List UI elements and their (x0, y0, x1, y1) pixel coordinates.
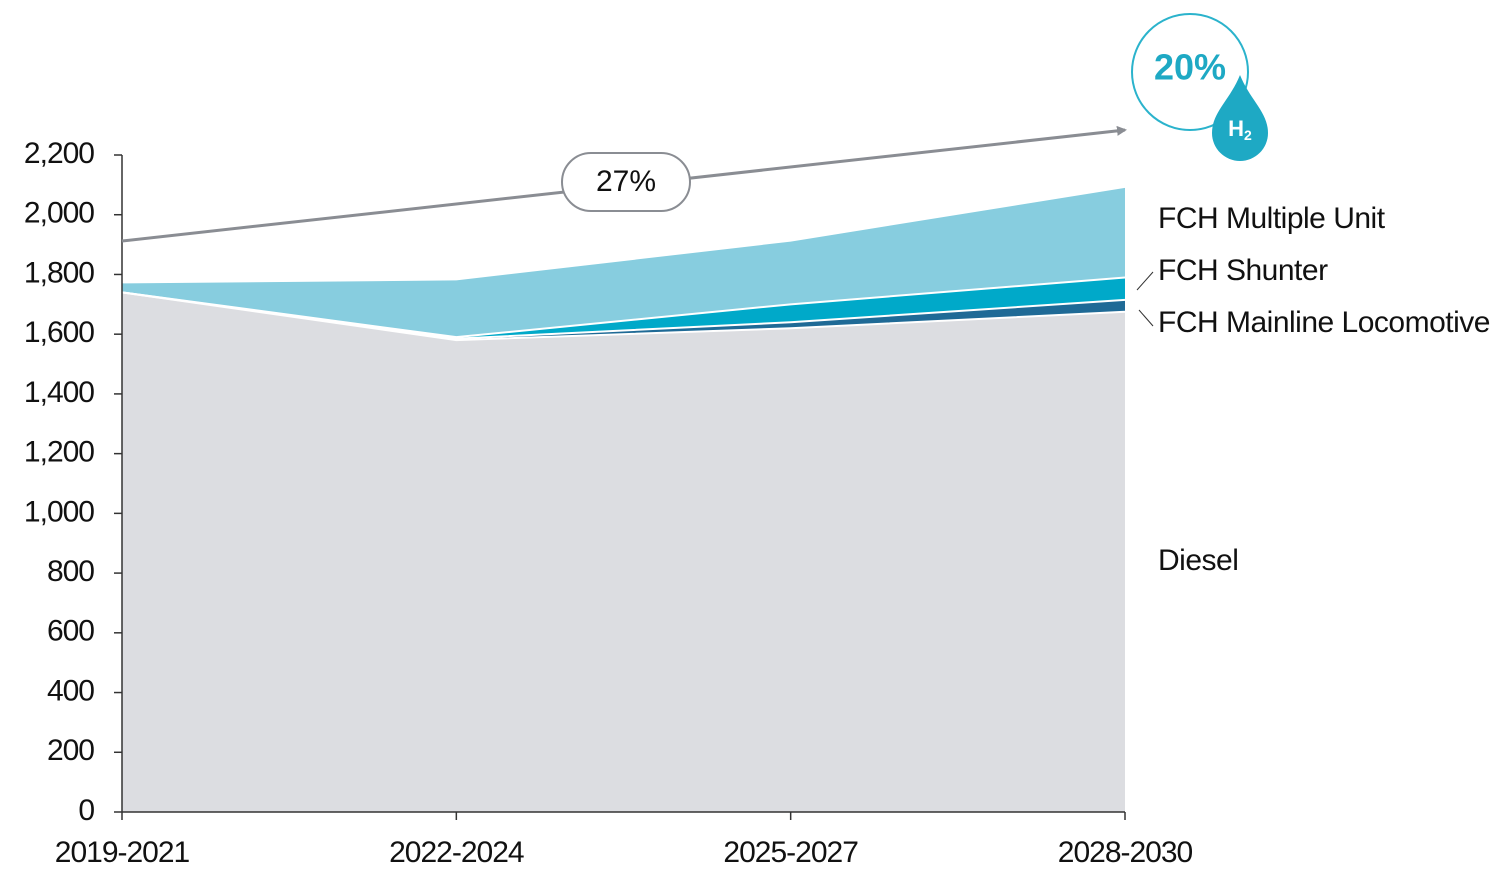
y-tick-label: 2,200 (24, 137, 94, 170)
legend-label: FCH Shunter (1158, 254, 1328, 287)
y-tick-label: 800 (47, 555, 94, 588)
area-separator (121, 276, 1126, 339)
y-tick-label: 400 (47, 674, 94, 707)
arrow-label-box (561, 152, 691, 212)
y-tick-label: 0 (78, 794, 94, 827)
badge-label: 20% (1154, 47, 1226, 88)
area (122, 277, 1125, 339)
x-tick-label: 2022-2024 (389, 836, 524, 869)
y-tick-label: 600 (47, 615, 94, 648)
hydrogen-icon: H2 (1228, 116, 1252, 143)
y-tick-label: 2,000 (24, 197, 94, 230)
x-tick-label: 2019-2021 (55, 836, 190, 869)
x-tick-label: 2025-2027 (723, 836, 858, 869)
hydrogen-drop (1212, 75, 1268, 161)
arrow-label: 27% (596, 165, 656, 198)
y-tick-label: 1,000 (24, 495, 94, 528)
badge-circle (1131, 13, 1249, 131)
legend-label: FCH Multiple Unit (1158, 202, 1386, 235)
legend-label: FCH Mainline Locomotive (1158, 306, 1490, 339)
leader-line (1136, 271, 1154, 291)
leader-line (1138, 309, 1154, 327)
y-tick-label: 200 (47, 734, 94, 767)
y-tick-label: 1,800 (24, 256, 94, 289)
hydrogen-icon-sub: 2 (1244, 127, 1252, 143)
area (122, 292, 1125, 812)
y-tick-label: 1,600 (24, 316, 94, 349)
area (122, 187, 1125, 338)
y-tick-label: 1,200 (24, 436, 94, 469)
hydrogen-icon-letter: H (1228, 116, 1244, 141)
y-tick-label: 1,400 (24, 376, 94, 409)
x-tick-label: 2028-2030 (1058, 836, 1193, 869)
legend-label: Diesel (1158, 544, 1238, 577)
